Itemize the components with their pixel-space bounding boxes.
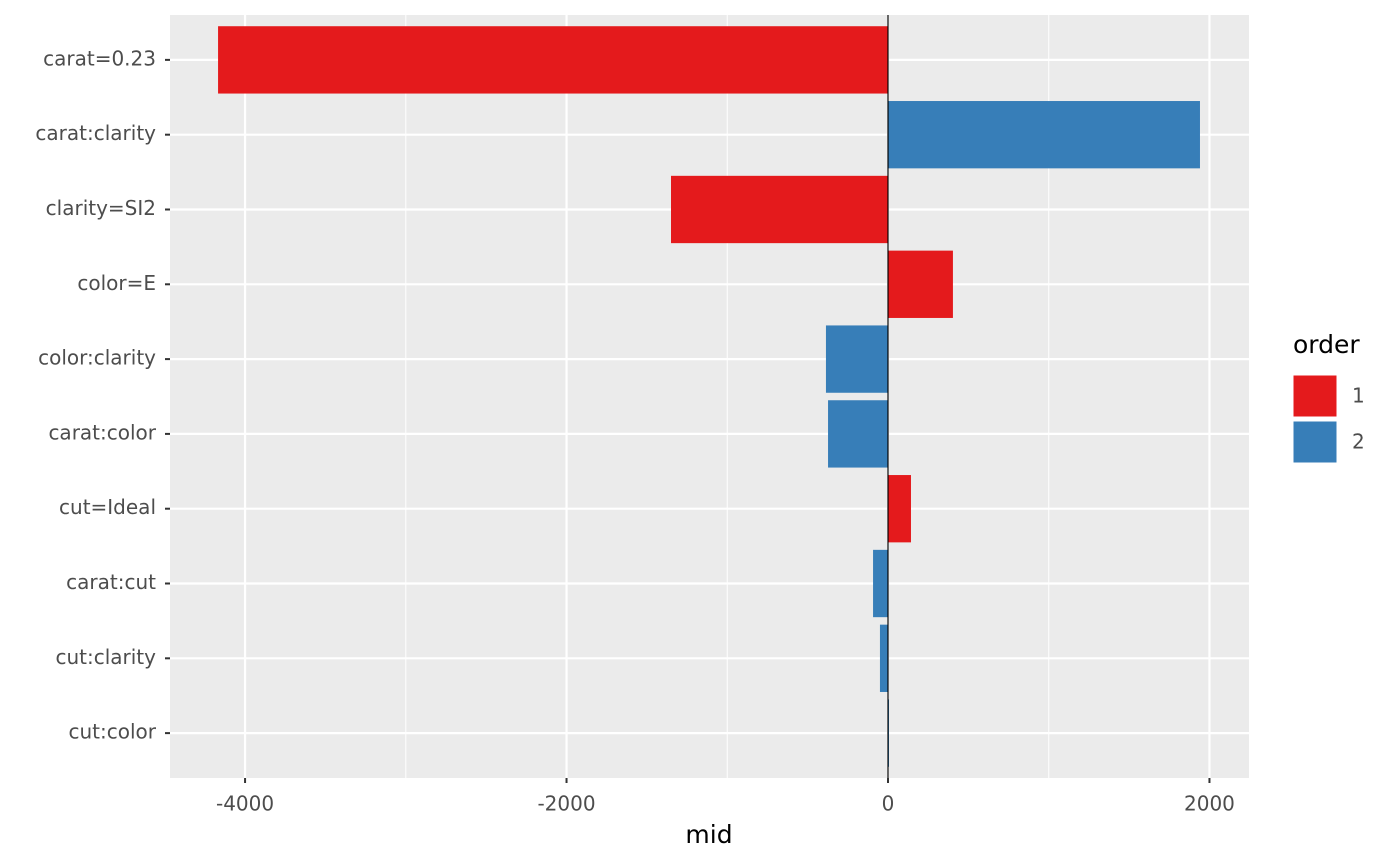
legend-title: order [1293, 330, 1360, 359]
x-tick-label: 0 [882, 792, 895, 816]
legend-key [1292, 420, 1338, 464]
y-tick-label: carat:cut [66, 570, 156, 594]
y-tick-label: cut:color [69, 720, 157, 744]
bar [887, 475, 911, 543]
x-tick-label: -4000 [216, 792, 274, 816]
y-tick-label: color=E [77, 271, 156, 295]
bar [879, 624, 888, 692]
legend-label: 2 [1352, 430, 1365, 454]
y-tick-label: carat:color [48, 420, 156, 444]
bar [828, 400, 888, 468]
x-axis-title: mid [685, 820, 732, 849]
y-tick-label: color:clarity [38, 346, 156, 370]
bar [887, 250, 953, 318]
bar [825, 325, 888, 393]
x-tick-label: 2000 [1184, 792, 1235, 816]
y-tick-label: carat:clarity [35, 121, 156, 145]
legend-key [1292, 374, 1338, 418]
y-tick-label: clarity=SI2 [46, 196, 156, 220]
y-tick-label: carat=0.23 [43, 46, 156, 70]
legend-label: 1 [1352, 384, 1365, 408]
x-tick-label: -2000 [537, 792, 595, 816]
bar [887, 101, 1200, 169]
bar [873, 549, 888, 618]
bar [671, 175, 888, 244]
y-tick-label: cut=Ideal [59, 495, 156, 519]
y-tick-label: cut:clarity [55, 645, 156, 669]
bar [218, 26, 888, 94]
